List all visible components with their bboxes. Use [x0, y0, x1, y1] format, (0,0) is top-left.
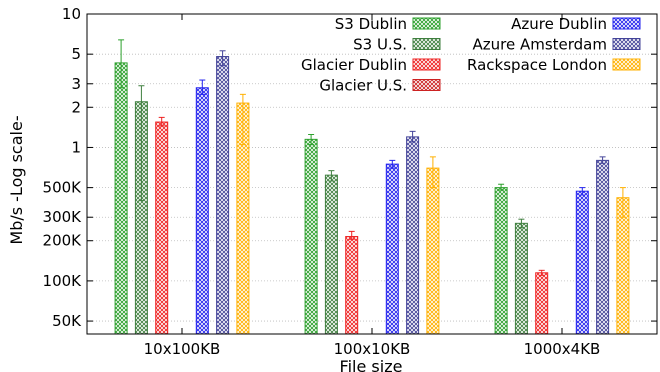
x-tick-label: 100x10KB [334, 340, 411, 358]
bar [535, 272, 549, 335]
bar [616, 197, 630, 335]
y-axis-label: Mb/s -Log scale- [7, 115, 26, 244]
x-tick-label: 1000x4KB [524, 340, 601, 358]
grid [87, 13, 657, 322]
bar [345, 236, 359, 335]
bar [514, 222, 528, 335]
legend-label: Glacier Dublin [301, 56, 407, 74]
bar [426, 167, 440, 335]
y-tick-label: 300K [43, 208, 83, 226]
legend-label: S3 Dublin [335, 15, 407, 33]
legend-swatch [612, 17, 641, 30]
legend-label: Glacier U.S. [319, 77, 407, 95]
y-tick-label: 10 [62, 5, 81, 23]
legend: S3 Dublin S3 U.S. Glacier Dublin Glacier U.… [301, 15, 641, 95]
x-tick-label: 10x100KB [144, 340, 221, 358]
bar [195, 87, 209, 335]
legend-swatch [612, 38, 641, 50]
bar [385, 163, 399, 335]
y-tick-label: 2 [71, 98, 81, 116]
legend-label: Azure Amsterdam [472, 36, 607, 54]
bar [324, 174, 338, 335]
bar [494, 187, 508, 335]
legend-label: Azure Dublin [511, 15, 607, 33]
y-tick-label: 500K [43, 179, 83, 197]
y-tick-label: 5 [71, 45, 81, 63]
legend-swatch [412, 79, 441, 91]
ticks: 10 5 3 2 1 500K 300K 200K 100K 50K 10x100KB 100x10K… [43, 5, 657, 358]
y-tick-label: 100K [43, 272, 83, 290]
bar [304, 138, 318, 335]
y-tick-label: 1 [71, 138, 81, 156]
legend-swatch [612, 58, 641, 71]
bar [155, 121, 169, 335]
legend-swatch [412, 17, 441, 30]
bar [114, 62, 128, 335]
bars [114, 39, 630, 335]
bar [406, 136, 420, 335]
y-tick-label: 50K [52, 312, 82, 330]
legend-label: Rackspace London [467, 56, 607, 74]
bar [216, 56, 230, 335]
legend-swatch [412, 58, 441, 71]
y-tick-label: 200K [43, 232, 83, 250]
bar [596, 159, 610, 335]
legend-swatch [412, 38, 441, 50]
legend-label: S3 U.S. [353, 36, 407, 54]
y-tick-label: 3 [71, 75, 81, 93]
x-axis-label: File size [340, 357, 403, 372]
bar [575, 190, 589, 335]
